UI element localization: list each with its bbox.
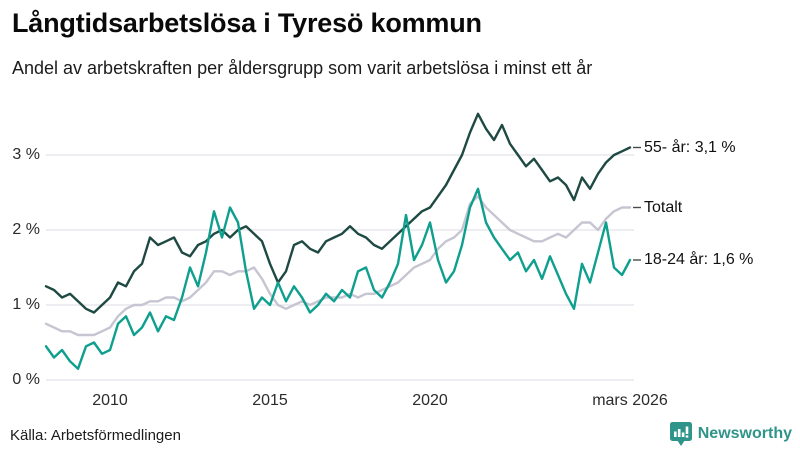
series-end-label-55-r: 55- år: 3,1 % <box>644 138 736 156</box>
series-line-55-r <box>44 112 632 314</box>
y-tick-label: 2 % <box>12 221 40 238</box>
brand-name: Newsworthy <box>697 425 792 442</box>
brand-footer: Newsworthy <box>669 421 792 447</box>
series-line-18-24-r <box>44 187 632 370</box>
chart-title: Långtidsarbetslösa i Tyresö kommun <box>12 8 482 38</box>
series-line-totalt <box>44 195 632 337</box>
x-tick-label: mars 2026 <box>592 392 668 409</box>
x-tick-label: 2010 <box>92 392 128 409</box>
newsworthy-logo-icon <box>669 422 692 446</box>
series-end-label-18-24-r: 18-24 år: 1,6 % <box>644 251 754 268</box>
y-tick-label: 3 % <box>12 146 40 163</box>
x-tick-label: 2015 <box>252 392 288 409</box>
y-tick-label: 1 % <box>12 296 40 313</box>
chart-subtitle: Andel av arbetskraften per åldersgrupp s… <box>12 58 593 78</box>
x-tick-label: 2020 <box>412 392 448 409</box>
source-note: Källa: Arbetsförmedlingen <box>10 427 181 444</box>
y-tick-label: 0 % <box>12 371 40 388</box>
series-end-label-totalt: Totalt <box>644 198 683 216</box>
